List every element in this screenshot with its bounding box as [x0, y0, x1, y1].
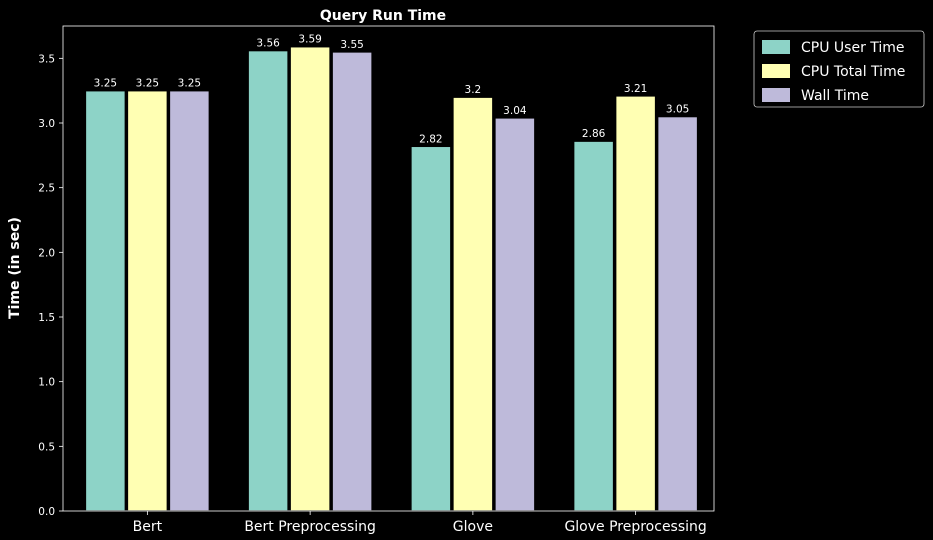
bar-value-label: 3.2	[465, 84, 482, 96]
bar-value-label: 3.05	[666, 104, 689, 116]
y-tick-label: 2.0	[38, 247, 55, 259]
x-tick-label: Glove Preprocessing	[564, 519, 706, 535]
x-tick-label: Bert	[133, 519, 163, 535]
y-axis: 0.0 0.5 1.0 1.5 2.0 2.5 3.0 3.5	[38, 53, 63, 518]
value-labels-group: 3.25 3.25 3.25 3.56 3.59 3.55 2.82 3.2 3.04 2.86 3…	[94, 34, 690, 146]
bar-value-label: 3.59	[298, 34, 321, 46]
bar	[168, 89, 211, 512]
legend-entry: CPU Total Time	[801, 64, 905, 80]
bar	[84, 89, 127, 512]
legend-entry: CPU User Time	[801, 40, 905, 56]
y-tick-label: 1.0	[38, 377, 55, 389]
bar	[126, 89, 169, 512]
bar	[656, 115, 699, 512]
bar-value-label: 3.55	[340, 39, 363, 51]
y-tick-label: 1.5	[38, 312, 55, 324]
y-tick-label: 3.5	[38, 53, 55, 65]
legend-entry: Wall Time	[801, 88, 869, 104]
bar	[572, 140, 615, 512]
bar	[289, 45, 331, 512]
bar-value-label: 3.56	[256, 38, 280, 50]
y-axis-label: Time (in sec)	[7, 217, 23, 319]
bar	[247, 49, 289, 512]
bar-value-label: 3.21	[624, 83, 647, 95]
plot-frame	[62, 25, 715, 512]
bar-value-label: 2.86	[582, 128, 606, 140]
legend-swatch	[762, 88, 790, 102]
y-tick-label: 3.0	[38, 118, 55, 130]
bar	[452, 96, 494, 512]
x-tick-label: Glove	[453, 519, 493, 535]
bar-value-label: 3.25	[94, 78, 117, 90]
bar-value-label: 3.25	[136, 78, 159, 90]
bar	[331, 51, 373, 512]
bar-value-label: 2.82	[419, 133, 442, 145]
y-tick-label: 0.5	[38, 441, 55, 453]
legend-swatch	[762, 64, 790, 78]
y-tick-label: 0.0	[38, 506, 55, 518]
y-tick-label: 2.5	[38, 183, 55, 195]
bar-value-label: 3.04	[503, 105, 527, 117]
legend-frame	[753, 30, 925, 108]
legend: CPU User Time CPU Total Time Wall Time	[753, 30, 925, 108]
bar-value-label: 3.25	[178, 78, 201, 90]
chart-title: Query Run Time	[320, 8, 446, 24]
bars-group	[84, 45, 699, 512]
x-axis: Bert Bert Preprocessing Glove Glove Preproc…	[133, 511, 707, 535]
legend-swatch	[762, 40, 790, 54]
bar	[410, 145, 452, 512]
bar	[614, 95, 657, 512]
bar	[494, 117, 536, 512]
x-tick-label: Bert Preprocessing	[244, 519, 376, 535]
